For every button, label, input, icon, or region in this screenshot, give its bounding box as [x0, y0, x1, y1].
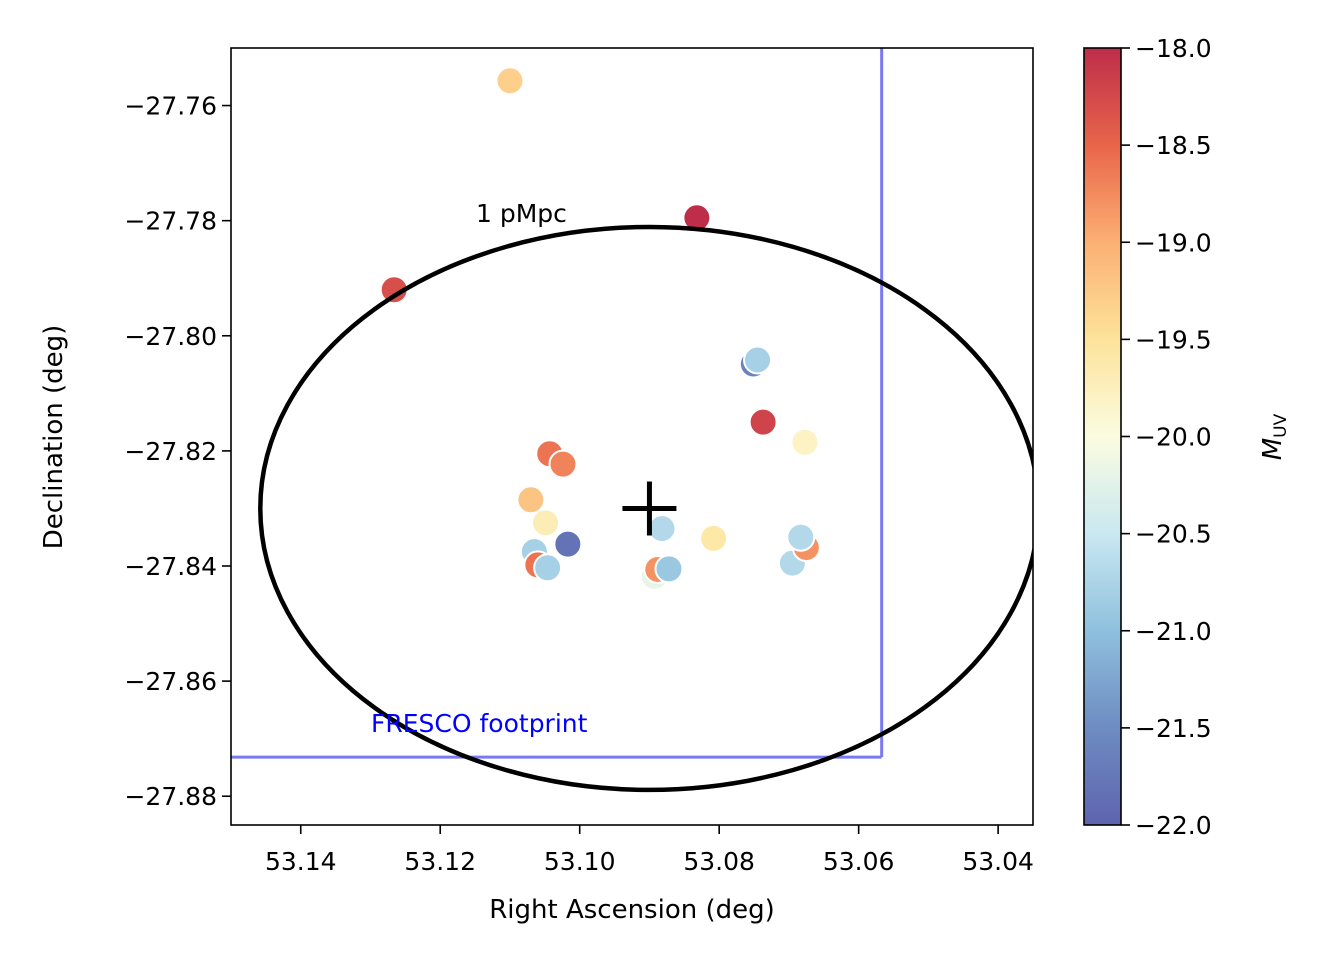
- colorbar-tick-label: −20.0: [1135, 423, 1212, 452]
- x-axis: 53.14 53.12 53.10 53.08 53.06 53.04: [265, 825, 1034, 876]
- data-point-10: [531, 508, 561, 538]
- plot-frame: [230, 47, 1034, 826]
- y-tick-label: −27.86: [124, 667, 217, 696]
- data-point-5: [748, 407, 778, 437]
- y-tick-label: −27.82: [124, 437, 217, 466]
- colorbar-tick-label: −21.5: [1135, 714, 1212, 743]
- data-point-4: [743, 345, 773, 375]
- y-tick-label: −27.76: [124, 92, 217, 121]
- y-tick-label: −27.80: [124, 322, 217, 351]
- data-point-9: [516, 485, 546, 515]
- colorbar-label: MUV: [1258, 413, 1291, 460]
- pmpc-ellipse: [258, 224, 1033, 793]
- colorbar-label-sub: UV: [1271, 413, 1291, 437]
- data-point-11: [647, 514, 677, 544]
- colorbar-tick-label: −19.0: [1135, 228, 1212, 257]
- plot-area: [231, 48, 1033, 825]
- data-point-6: [790, 427, 820, 457]
- pmpc-circle: [258, 224, 1033, 793]
- colorbar-tick-label: −18.0: [1135, 34, 1212, 63]
- colorbar-tick-label: −18.5: [1135, 131, 1212, 160]
- plot-content: [231, 48, 1033, 793]
- colorbar-tick-label: −19.5: [1135, 325, 1212, 354]
- colorbar-label-main: M: [1258, 438, 1288, 460]
- y-tick-label: −27.78: [124, 207, 217, 236]
- data-point-22: [786, 522, 816, 552]
- colorbar-tick-label: −20.5: [1135, 520, 1212, 549]
- fresco-label: FRESCO footprint: [371, 709, 588, 738]
- colorbar-ticks: −18.0 −18.5 −19.0 −19.5 −20.0 −20.5 −21.0 −21.5…: [1121, 34, 1212, 840]
- x-tick-label: 53.06: [823, 847, 895, 876]
- y-axis: −27.76 −27.78 −27.80 −27.82 −27.84 −27.86 −27.…: [124, 92, 231, 811]
- circle-label: 1 pMpc: [476, 199, 567, 228]
- data-point-8: [548, 449, 578, 479]
- y-tick-label: −27.84: [124, 552, 217, 581]
- y-tick-label: −27.88: [124, 782, 217, 811]
- colorbar: [1084, 48, 1121, 825]
- data-point-13: [553, 529, 583, 559]
- colorbar-tick-label: −22.0: [1135, 811, 1212, 840]
- x-tick-label: 53.10: [544, 847, 616, 876]
- x-tick-label: 53.14: [265, 847, 337, 876]
- x-axis-label: Right Ascension (deg): [489, 895, 775, 925]
- colorbar-tick-label: −21.0: [1135, 617, 1212, 646]
- x-tick-label: 53.08: [683, 847, 755, 876]
- x-tick-label: 53.12: [404, 847, 476, 876]
- data-point-16: [533, 553, 563, 583]
- center-marker: [622, 481, 677, 536]
- data-point-0: [495, 66, 525, 96]
- fresco-footprint: [231, 48, 884, 759]
- data-point-12: [699, 523, 729, 553]
- x-tick-label: 53.04: [962, 847, 1034, 876]
- data-point-19: [654, 554, 684, 584]
- y-axis-label: Declination (deg): [39, 325, 69, 550]
- data-points: [379, 66, 821, 591]
